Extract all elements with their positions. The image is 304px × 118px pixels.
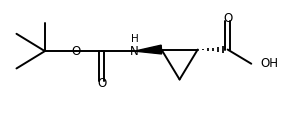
- Text: O: O: [97, 77, 106, 90]
- Text: H: H: [131, 34, 139, 44]
- Text: O: O: [72, 45, 81, 58]
- Text: O: O: [223, 12, 232, 25]
- Polygon shape: [135, 45, 162, 54]
- Text: OH: OH: [260, 57, 278, 70]
- Text: N: N: [130, 45, 139, 58]
